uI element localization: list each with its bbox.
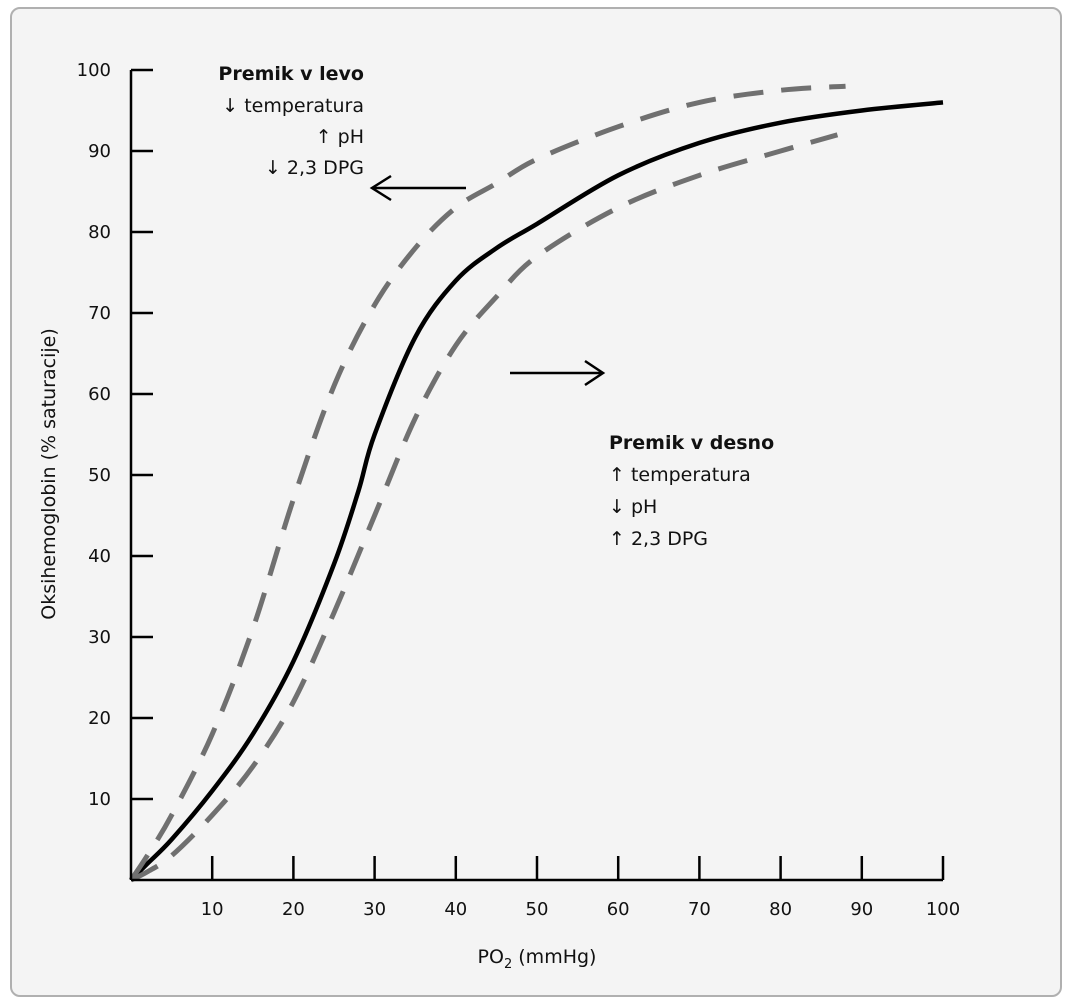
left-shift-line-1: ↓ temperatura [222, 95, 364, 117]
normal-curve [129, 100, 944, 882]
left-shift-arrow [369, 174, 466, 202]
y-tick-label: 70 [88, 303, 111, 324]
y-tick-label: 90 [88, 141, 111, 162]
ticks-layer: 10 20 30 40 50 60 70 80 90 100 10 20 30 40 50 60 70 80 90 1… [77, 60, 961, 920]
right-shift-line-1: ↑ temperatura [609, 464, 751, 486]
y-tick-label: 30 [88, 627, 111, 648]
left-shift-curve [128, 83, 846, 882]
left-shift-title: Premik v levo [218, 63, 364, 85]
x-tick-label: 20 [282, 899, 305, 920]
x-tick-label: 70 [688, 899, 711, 920]
x-axis-title: PO2 (mmHg) [478, 946, 597, 972]
right-shift-title: Premik v desno [609, 432, 774, 454]
y-axis-title: Oksihemoglobin (% saturacije) [38, 328, 60, 620]
x-tick-label: 30 [363, 899, 386, 920]
chart-frame [10, 7, 1062, 997]
x-tick-label: 10 [201, 899, 224, 920]
left-shift-line-2: ↑ pH [316, 126, 364, 148]
x-tick-label: 100 [926, 899, 960, 920]
x-tick-label: 40 [444, 899, 467, 920]
curves-layer [128, 83, 944, 883]
y-tick-label: 40 [88, 546, 111, 567]
right-shift-line-2: ↓ pH [609, 496, 657, 518]
right-shift-line-3: ↑ 2,3 DPG [609, 528, 708, 550]
y-tick-label: 60 [88, 384, 111, 405]
y-tick-label: 50 [88, 465, 111, 486]
y-tick-label: 100 [77, 60, 111, 81]
x-tick-label: 90 [850, 899, 873, 920]
x-tick-label: 80 [769, 899, 792, 920]
y-tick-label: 10 [88, 789, 111, 810]
right-shift-curve [129, 132, 839, 883]
x-tick-label: 60 [607, 899, 630, 920]
y-tick-label: 80 [88, 222, 111, 243]
y-tick-label: 20 [88, 708, 111, 729]
left-shift-line-3: ↓ 2,3 DPG [265, 157, 364, 179]
x-tick-label: 50 [526, 899, 549, 920]
right-shift-arrow [510, 359, 606, 387]
